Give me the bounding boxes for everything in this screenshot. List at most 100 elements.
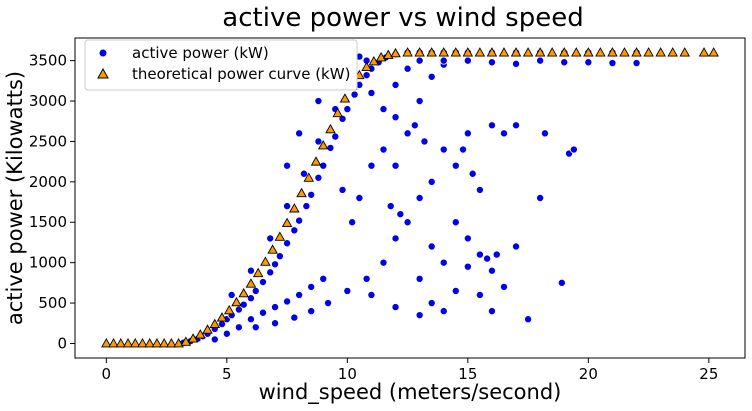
theoretical-curve-point — [339, 93, 351, 103]
active-power-point — [271, 303, 280, 312]
active-power-point — [314, 137, 323, 146]
active-power-point — [338, 185, 347, 194]
active-power-point — [391, 234, 400, 243]
theoretical-curve-point — [166, 338, 177, 348]
active-power-point — [439, 56, 448, 65]
active-power-point — [569, 145, 578, 154]
y-tick-label: 2000 — [29, 173, 67, 191]
theoretical-curve-point — [583, 47, 594, 57]
active-power-point — [475, 185, 484, 194]
active-power-point — [451, 161, 460, 170]
legend-box — [84, 39, 358, 91]
active-power-point — [536, 56, 545, 65]
active-power-point — [343, 105, 352, 114]
active-power-point — [439, 258, 448, 267]
active-power-point — [271, 319, 280, 328]
active-power-point — [427, 177, 436, 186]
active-power-point — [475, 290, 484, 299]
active-power-point — [251, 286, 260, 295]
active-power-point — [367, 161, 376, 170]
active-power-point — [234, 323, 243, 332]
theoretical-curve-point — [546, 47, 558, 57]
active-power-point — [271, 260, 280, 269]
theoretical-curve-point — [450, 47, 462, 57]
active-power-point — [540, 129, 549, 138]
active-power-point — [362, 71, 371, 80]
active-power-point — [258, 308, 267, 317]
theoretical-curve-point — [325, 123, 336, 134]
active-power-point — [557, 278, 566, 287]
active-power-point — [283, 297, 292, 306]
active-power-point — [560, 58, 569, 67]
y-tick-label: 2500 — [29, 132, 67, 150]
active-power-point — [307, 282, 316, 291]
x-tick-label: 15 — [458, 365, 477, 383]
y-tick-label: 0 — [57, 334, 67, 352]
theoretical-curve-point — [158, 338, 170, 348]
plot-frame — [74, 37, 746, 359]
x-axis-label: wind_speed (meters/second) — [259, 380, 562, 405]
active-power-point — [362, 274, 371, 283]
theoretical-curve-point — [260, 256, 271, 266]
theoretical-curve-point — [281, 217, 293, 228]
active-power-point — [275, 252, 284, 261]
theoretical-curve-point — [238, 287, 249, 298]
theoretical-curve-point — [144, 338, 155, 348]
active-power-point — [348, 218, 357, 227]
active-power-point — [451, 218, 460, 227]
active-power-point — [379, 145, 388, 154]
active-power-point — [246, 294, 255, 303]
active-power-point — [391, 80, 400, 89]
theoretical-curve-point — [180, 336, 192, 346]
active-power-point — [403, 218, 412, 227]
x-tick-label: 20 — [579, 365, 598, 383]
active-power-point — [367, 88, 376, 97]
legend-marker-theoretical-curve — [97, 67, 109, 79]
active-power-point — [391, 303, 400, 312]
theoretical-curve-point — [643, 47, 654, 57]
theoretical-curve-point — [679, 47, 691, 57]
y-axis-label: active power (Kilowatts) — [3, 71, 27, 325]
theoretical-curve-point — [698, 47, 710, 57]
active-power-point — [210, 335, 219, 344]
theoretical-curve-point — [383, 49, 394, 59]
y-tick-label: 1000 — [29, 254, 67, 272]
theoretical-curve-point — [151, 338, 163, 348]
active-power-point — [524, 315, 533, 324]
active-power-point — [451, 286, 460, 295]
active-power-point — [499, 129, 508, 138]
active-power-point — [410, 121, 419, 130]
active-power-point — [319, 274, 328, 283]
active-power-point — [379, 258, 388, 267]
active-power-point — [314, 173, 323, 182]
active-power-point — [463, 129, 472, 138]
active-power-point — [492, 250, 501, 259]
active-power-point — [239, 300, 248, 309]
theoretical-curve-point — [595, 47, 606, 57]
x-tick-label: 10 — [338, 365, 357, 383]
chart-title: active power vs wind speed — [222, 3, 583, 33]
active-power-point — [379, 105, 388, 114]
active-power-point — [326, 143, 335, 152]
theoretical-curve-point — [115, 338, 127, 348]
y-tick-label: 3000 — [29, 92, 67, 110]
active-power-point — [427, 299, 436, 308]
active-power-point — [246, 266, 255, 275]
active-power-point — [367, 290, 376, 299]
theoretical-curve-point — [607, 47, 618, 57]
active-power-point — [536, 193, 545, 202]
active-power-point — [415, 193, 424, 202]
plot-area: 0 5 10 15 20 25 0 500 1000 1500 2000 2500 3000 3500 — [29, 37, 746, 383]
y-tick-label: 500 — [38, 294, 67, 312]
active-power-point — [608, 59, 617, 68]
active-power-point — [487, 58, 496, 67]
active-power-point — [427, 72, 436, 81]
active-power-point — [246, 315, 255, 324]
theoretical-curve-point — [129, 338, 141, 348]
active-power-point — [463, 56, 472, 65]
theoretical-curve-point — [510, 47, 522, 57]
theoretical-curve-point — [426, 47, 437, 57]
theoretical-curve-point — [619, 47, 630, 57]
active-power-point — [512, 121, 521, 130]
theoretical-curve-point — [631, 47, 642, 57]
